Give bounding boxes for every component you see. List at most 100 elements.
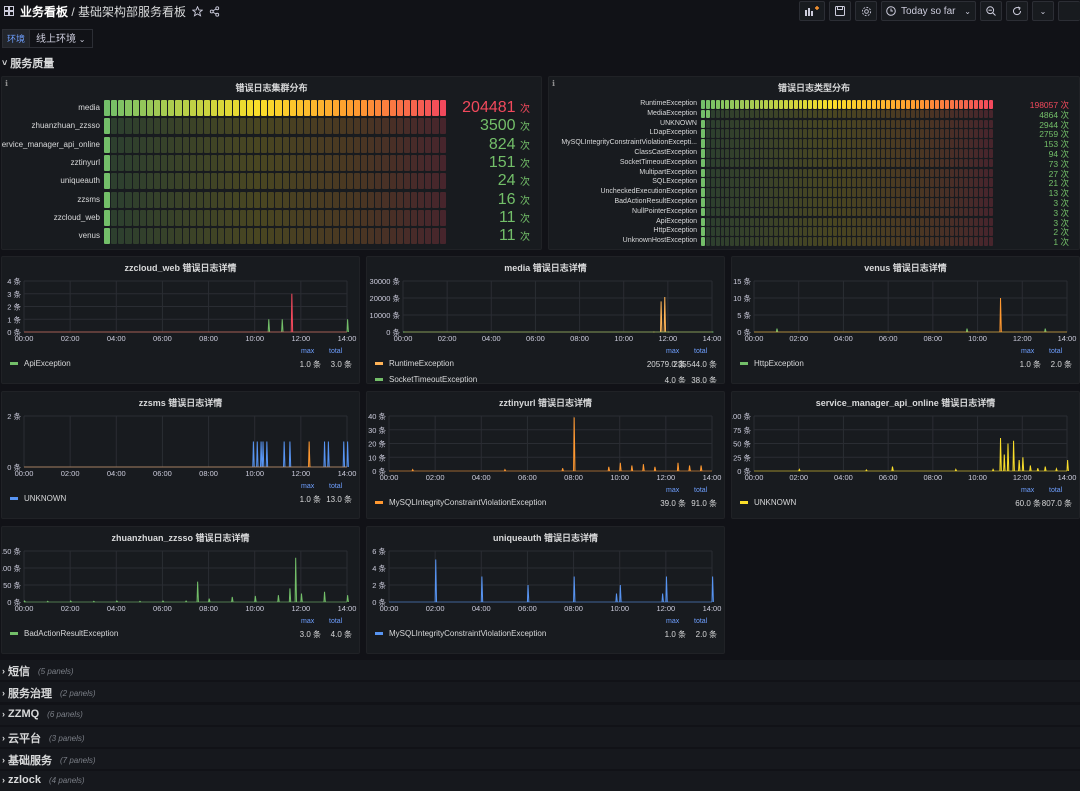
bargauge-cell <box>788 188 793 197</box>
bargauge-type-panel[interactable]: ℹ 错误日志类型分布 RuntimeException 198057 次 Media… <box>548 76 1080 250</box>
bargauge-cell <box>353 118 361 135</box>
bargauge-cell <box>389 136 396 153</box>
legend-item[interactable]: UNKNOWN <box>10 494 66 503</box>
legend-header-total[interactable]: total <box>1049 348 1063 355</box>
bargauge-row: venus 11 次 <box>79 227 530 245</box>
legend-item[interactable]: MySQLIntegrityConstraintViolationExcepti… <box>375 629 546 638</box>
time-picker-button[interactable]: Today so far ⌄ <box>881 1 976 21</box>
legend-header-total[interactable]: total <box>329 483 343 490</box>
bargauge-cell <box>813 227 817 236</box>
bargauge-cell <box>118 173 125 190</box>
legend-item[interactable]: RuntimeException <box>375 359 454 368</box>
bargauge-cell <box>783 178 788 187</box>
legend-item[interactable]: UNKNOWN <box>740 498 796 507</box>
x-tick-label: 12:00 <box>291 334 310 343</box>
bargauge-number: 4864 <box>1039 109 1059 120</box>
bargauge-cell <box>730 217 735 227</box>
bargauge-cell <box>974 109 978 119</box>
legend-header-total[interactable]: total <box>694 487 708 494</box>
bargauge-cell <box>182 136 189 153</box>
legend-header-total[interactable]: total <box>1049 487 1063 494</box>
info-icon[interactable]: ℹ <box>5 79 9 88</box>
legend-total-value: 13.0 条 <box>326 495 352 504</box>
add-panel-button[interactable] <box>799 1 825 21</box>
row-governance[interactable]: › 服务治理 (2 panels) <box>2 685 96 701</box>
row-basic-services[interactable]: › 基础服务 (7 panels) <box>2 752 96 768</box>
bargauge-cell <box>949 158 954 168</box>
legend-header-max[interactable]: max <box>666 618 680 625</box>
star-icon[interactable] <box>192 5 204 17</box>
bargauge-cluster-panel[interactable]: ℹ 错误日志集群分布 media 204481 次 zhuanzhuan_zzsso… <box>1 76 542 250</box>
bargauge-cell <box>832 149 837 158</box>
dashboards-grid-icon[interactable] <box>4 6 14 16</box>
legend-item[interactable]: BadActionResultException <box>10 629 118 638</box>
legend-item[interactable]: SocketTimeoutException <box>375 375 477 383</box>
variable-select-env[interactable]: 线上环境 ⌄ <box>30 29 93 48</box>
legend-header-max[interactable]: max <box>301 618 315 625</box>
bargauge-cell <box>439 154 446 171</box>
legend-header-max[interactable]: max <box>1021 487 1035 494</box>
row-cloud-platform[interactable]: › 云平台 (3 panels) <box>2 730 85 746</box>
bargauge-cell <box>418 209 425 226</box>
legend-item[interactable]: HttpException <box>740 359 804 368</box>
refresh-button[interactable] <box>1006 1 1028 21</box>
legend-header-max[interactable]: max <box>1021 348 1035 355</box>
bargauge-cell <box>900 149 905 158</box>
save-dashboard-button[interactable] <box>829 1 851 21</box>
legend-header-total[interactable]: total <box>694 348 708 355</box>
bargauge-cell <box>261 100 268 116</box>
legend-item[interactable]: ApiException <box>10 359 71 368</box>
bargauge-cell <box>744 129 749 138</box>
bargauge-cell <box>246 228 253 245</box>
legend-header-total[interactable]: total <box>694 618 708 625</box>
legend-header-max[interactable]: max <box>301 483 315 490</box>
dashboard-settings-button[interactable] <box>855 1 877 21</box>
legend-header-max[interactable]: max <box>301 348 315 355</box>
bargauge-cell <box>988 178 993 187</box>
legend-max-value: 60.0 条 <box>1015 499 1041 508</box>
bargauge-cell <box>311 209 318 226</box>
breadcrumb-section[interactable]: 业务看板 <box>20 4 69 19</box>
refresh-interval-dropdown[interactable]: ⌄ <box>1032 1 1054 21</box>
bargauge-cell <box>798 149 803 158</box>
legend-header-max[interactable]: max <box>666 487 680 494</box>
timeseries-panel-service-manager-api-online[interactable]: service_manager_api_online 错误日志详情 0 条 25 条… <box>731 391 1080 519</box>
bargauge-cell <box>175 118 182 135</box>
bargauge-bar <box>701 178 993 187</box>
row-service-quality[interactable]: ˅ 服务质量 <box>2 55 54 71</box>
bargauge-row: zztinyurl 151 次 <box>71 154 530 171</box>
legend-header-total[interactable]: total <box>329 618 343 625</box>
legend-header-max[interactable]: max <box>666 348 680 355</box>
bargauge-cell <box>905 168 910 178</box>
legend-item[interactable]: MySQLIntegrityConstraintViolationExcepti… <box>375 498 546 507</box>
bargauge-cell <box>720 168 725 178</box>
timeseries-panel-zztinyurl[interactable]: zztinyurl 错误日志详情 0 条 10 条 20 条 30 条 40 条 00:00… <box>366 391 725 519</box>
bargauge-cell <box>730 168 735 178</box>
timeseries-panel-media[interactable]: media 错误日志详情 0 条 10000 条 20000 条 30000 条 00:0… <box>366 256 725 384</box>
dashboard-title[interactable]: 基础架构部服务看板 <box>78 4 187 19</box>
bargauge-cell <box>866 188 871 197</box>
tv-mode-button[interactable] <box>1058 1 1080 21</box>
bargauge-cell <box>974 178 978 187</box>
row-zzmq[interactable]: › ZZMQ (6 panels) <box>2 708 83 720</box>
bargauge-cell <box>311 136 318 153</box>
bargauge-cell <box>125 100 132 116</box>
bargauge-cell <box>891 178 895 187</box>
breadcrumb[interactable]: 业务看板 / 基础架构部服务看板 <box>20 3 186 20</box>
bargauge-cell <box>944 149 949 158</box>
legend-header-total[interactable]: total <box>329 348 343 355</box>
bargauge-cell <box>318 118 325 135</box>
bargauge-cell <box>896 188 900 197</box>
bargauge-cell <box>146 136 153 153</box>
row-sms[interactable]: › 短信 (5 panels) <box>2 663 74 679</box>
info-icon[interactable]: ℹ <box>552 79 556 88</box>
zoom-out-button[interactable] <box>980 1 1002 21</box>
share-icon[interactable] <box>209 5 220 17</box>
row-zzlock[interactable]: › zzlock (4 panels) <box>2 774 85 786</box>
bargauge-cell <box>988 237 993 246</box>
